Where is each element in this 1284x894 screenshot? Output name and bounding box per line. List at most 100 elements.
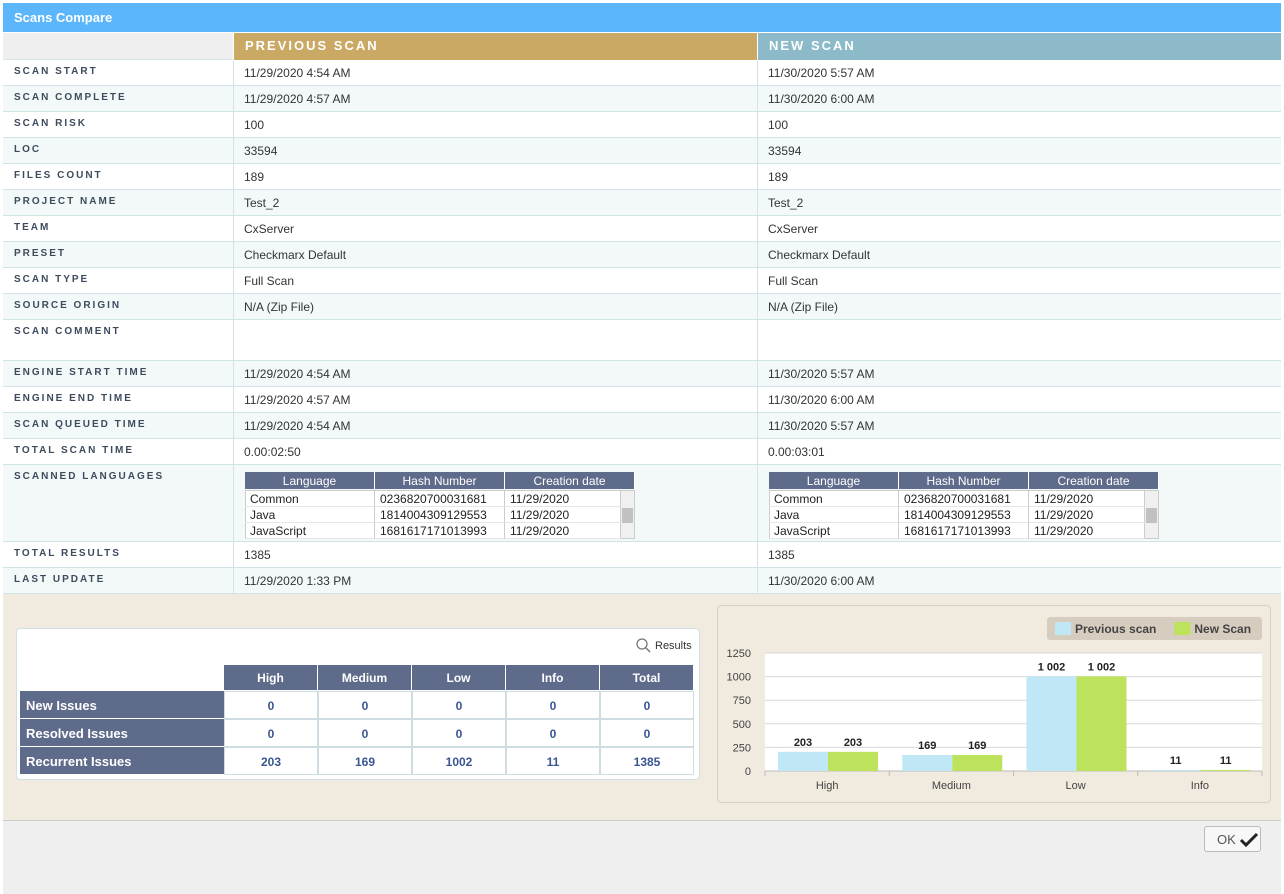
bar xyxy=(1076,676,1127,771)
bar xyxy=(828,751,878,771)
column-header: PREVIOUS SCAN xyxy=(233,33,757,60)
row-value: Full Scan xyxy=(244,274,295,288)
results-cell: 0 xyxy=(412,691,506,719)
row xyxy=(3,294,1281,320)
language-cell: 0236820700031681 xyxy=(375,491,505,507)
bar xyxy=(1150,769,1201,771)
language-cell: 1814004309129553 xyxy=(899,507,1029,523)
cell-divider xyxy=(233,294,234,320)
results-cell: 0 xyxy=(600,719,694,747)
results-header: High xyxy=(224,665,318,690)
row-value: 189 xyxy=(244,170,265,184)
row-label: PROJECT NAME xyxy=(14,196,118,207)
cell-divider xyxy=(233,112,234,138)
y-tick-label: 1250 xyxy=(727,648,751,660)
scroll-thumb xyxy=(1146,508,1157,523)
legend-label: New Scan xyxy=(1194,622,1251,636)
row-label: SCAN START xyxy=(14,66,98,77)
row xyxy=(3,164,1281,190)
bar-value-label: 1 002 xyxy=(1038,661,1066,673)
row-label: SCAN COMMENT xyxy=(14,326,121,337)
bar xyxy=(952,755,1003,771)
results-header: Total xyxy=(600,665,694,690)
results-cell: 0 xyxy=(318,719,412,747)
cell-divider xyxy=(757,465,758,542)
cell-divider xyxy=(757,542,758,568)
results-header: Info xyxy=(506,665,600,690)
row-value: 11/30/2020 6:00 AM xyxy=(768,92,875,106)
results-label[interactable]: Results xyxy=(655,640,692,652)
search-icon[interactable] xyxy=(635,637,653,655)
row-label: SOURCE ORIGIN xyxy=(14,300,122,311)
y-tick-label: 750 xyxy=(733,695,751,707)
row-label: SCAN COMPLETE xyxy=(14,92,127,103)
row xyxy=(3,242,1281,268)
language-cell: 11/29/2020 xyxy=(1029,507,1145,523)
column-header: NEW SCAN xyxy=(757,33,1281,60)
x-tick-label: Info xyxy=(1191,780,1209,792)
language-cell: 11/29/2020 xyxy=(1029,523,1145,539)
bar xyxy=(778,751,828,771)
cell-divider xyxy=(233,568,234,594)
row-value: CxServer xyxy=(768,222,819,236)
row xyxy=(3,138,1281,164)
cell-divider xyxy=(757,242,758,268)
bar-value-label: 11 xyxy=(1220,755,1232,767)
x-tick-label: High xyxy=(816,780,839,792)
row xyxy=(3,542,1281,568)
legend-label: Previous scan xyxy=(1075,622,1156,636)
row-label: SCAN TYPE xyxy=(14,274,90,285)
row-value: Test_2 xyxy=(768,196,804,210)
row-value: N/A (Zip File) xyxy=(768,300,839,314)
row-value: 11/29/2020 1:33 PM xyxy=(244,574,352,588)
language-cell: Common xyxy=(769,491,899,507)
row-value: 11/29/2020 4:54 AM xyxy=(244,66,351,80)
language-header: Hash Number xyxy=(375,472,505,489)
row-value: 1385 xyxy=(768,548,795,562)
row-value: 11/30/2020 5:57 AM xyxy=(768,419,875,433)
results-cell: 0 xyxy=(600,691,694,719)
row-label: ENGINE START TIME xyxy=(14,367,149,378)
row-label: SCAN QUEUED TIME xyxy=(14,419,147,430)
bar-value-label: 11 xyxy=(1170,755,1182,767)
y-tick-label: 250 xyxy=(733,742,751,754)
cell-divider xyxy=(233,86,234,112)
row-value: 11/30/2020 6:00 AM xyxy=(768,574,875,588)
results-cell: 169 xyxy=(318,747,412,775)
results-row-label: New Issues xyxy=(20,691,224,719)
results-cell: 0 xyxy=(506,691,600,719)
row xyxy=(3,190,1281,216)
bar xyxy=(1200,769,1251,771)
cell-divider xyxy=(233,60,234,86)
results-cell: 1002 xyxy=(412,747,506,775)
cell-divider xyxy=(233,164,234,190)
results-cell: 0 xyxy=(224,719,318,747)
cell-divider xyxy=(757,413,758,439)
row-label: SCAN RISK xyxy=(14,118,88,129)
cell-divider xyxy=(233,542,234,568)
cell-divider xyxy=(233,413,234,439)
title-bar: Scans Compare xyxy=(3,3,1281,32)
language-header: Creation date xyxy=(505,472,635,489)
row xyxy=(3,86,1281,112)
language-cell: 11/29/2020 xyxy=(1029,491,1145,507)
cell-divider xyxy=(233,268,234,294)
row-value: CxServer xyxy=(244,222,295,236)
row-value: 11/29/2020 4:57 AM xyxy=(244,393,351,407)
language-cell: Java xyxy=(769,507,899,523)
cell-divider xyxy=(233,242,234,268)
cell-divider xyxy=(757,294,758,320)
row xyxy=(3,439,1281,465)
row-value: 189 xyxy=(768,170,789,184)
y-tick-label: 1000 xyxy=(727,672,751,684)
row-value: 11/30/2020 5:57 AM xyxy=(768,367,875,381)
results-cell: 0 xyxy=(318,691,412,719)
cell-divider xyxy=(233,190,234,216)
row-label: LOC xyxy=(14,144,42,155)
language-cell: 0236820700031681 xyxy=(899,491,1029,507)
ok-button[interactable]: OK xyxy=(1204,826,1261,852)
row-label: TOTAL SCAN TIME xyxy=(14,445,134,456)
scroll-thumb xyxy=(622,508,633,523)
cell-divider xyxy=(757,387,758,413)
